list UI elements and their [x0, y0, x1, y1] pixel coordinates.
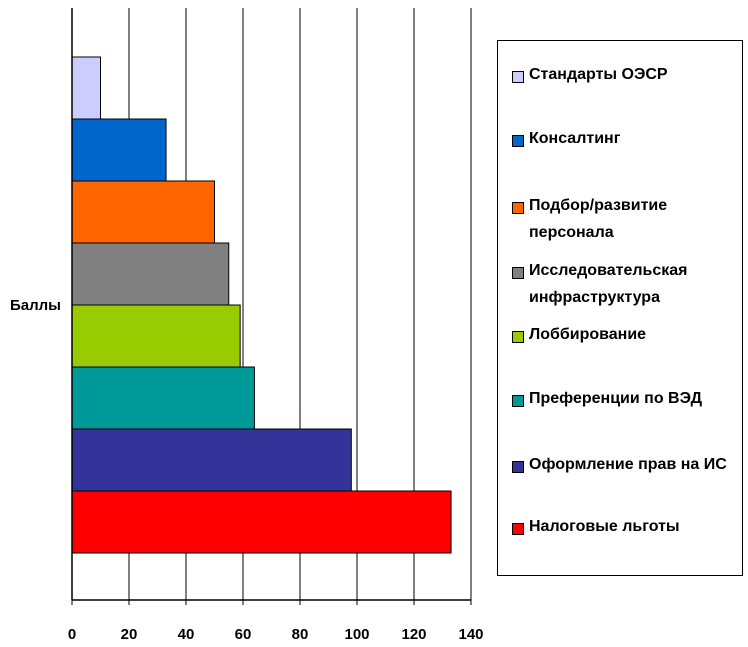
bar	[71, 490, 452, 554]
bar	[71, 428, 352, 492]
legend-swatch	[512, 135, 524, 147]
legend-swatch	[512, 461, 524, 473]
legend-swatch	[512, 202, 524, 214]
bar	[71, 304, 241, 368]
legend: Стандарты ОЭСР Консалтинг Подбор/развитие …	[497, 40, 743, 576]
x-tick-label: 100	[344, 626, 369, 643]
legend-label: Оформление прав на ИС	[529, 456, 727, 473]
legend-label: Налоговые льготы	[529, 518, 680, 535]
x-tick-label: 80	[292, 626, 309, 643]
x-tick-label: 40	[178, 626, 195, 643]
legend-label: Подбор/развитие персонала	[529, 197, 668, 241]
legend-label: Лоббирование	[529, 326, 647, 343]
legend-entry: Лоббирование	[512, 326, 734, 348]
legend-swatch	[512, 331, 524, 343]
legend-label: Консалтинг	[529, 130, 621, 147]
bar	[71, 118, 167, 182]
bar	[71, 242, 230, 306]
x-tick-label: 60	[235, 626, 252, 643]
legend-label: Преференции по ВЭД	[529, 390, 702, 407]
legend-entry: Консалтинг	[512, 130, 734, 152]
legend-label: Стандарты ОЭСР	[529, 66, 668, 83]
legend-entry: Преференции по ВЭД	[512, 390, 734, 412]
x-tick-label: 140	[458, 626, 483, 643]
legend-entry: Оформление прав на ИС	[512, 456, 734, 478]
x-tick-label: 120	[401, 626, 426, 643]
legend-swatch	[512, 523, 524, 535]
legend-label: Исследовательская инфраструктура	[529, 262, 688, 306]
legend-swatch	[512, 395, 524, 407]
x-tick-label: 20	[121, 626, 138, 643]
y-axis-label: Баллы	[10, 297, 61, 314]
bar	[71, 56, 101, 120]
legend-entry: Налоговые льготы	[512, 518, 734, 540]
legend-entry: Стандарты ОЭСР	[512, 66, 734, 88]
legend-entry: Исследовательская инфраструктура	[512, 262, 734, 311]
legend-entry: Подбор/развитие персонала	[512, 197, 734, 246]
x-tick-label: 0	[68, 626, 76, 643]
bar	[71, 180, 215, 244]
legend-swatch	[512, 71, 524, 83]
legend-swatch	[512, 267, 524, 279]
bar	[71, 366, 255, 430]
